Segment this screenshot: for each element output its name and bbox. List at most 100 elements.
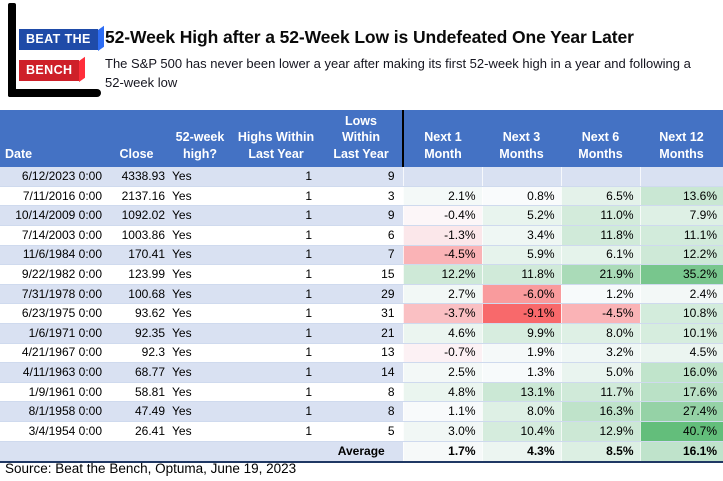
- cell-lows-within: 7: [320, 245, 403, 266]
- table-header: Date Close 52-week high? Highs Within Last …: [0, 110, 723, 167]
- cell-next-6-months: 11.8%: [560, 225, 640, 246]
- cell-lows-within: 3: [320, 186, 403, 207]
- returns-table: Date Close 52-week high? Highs Within Last …: [0, 110, 723, 463]
- cell-next-6-months: 12.9%: [560, 421, 640, 442]
- cell-close: 1092.02: [105, 205, 168, 227]
- cell-close: 170.41: [105, 245, 168, 266]
- cell-highs-within: 1: [232, 186, 320, 207]
- logo-axis-horizontal: [8, 89, 101, 97]
- cell-empty: [105, 441, 168, 463]
- cell-next-3-months: 13.1%: [481, 382, 561, 403]
- cell-date: 3/4/1954 0:00: [0, 421, 105, 442]
- cell-highs-within: 1: [232, 401, 320, 422]
- cell-empty: [232, 441, 320, 463]
- cell-close: 123.99: [105, 264, 168, 285]
- cell-next-12-months: 10.1%: [639, 323, 723, 344]
- cell-date: 4/21/1967 0:00: [0, 343, 105, 364]
- cell-next-12-months: 17.6%: [639, 382, 723, 403]
- table-row: 1/9/1961 0:00 58.81 Yes 1 8 4.8% 13.1% 11.7% 17.…: [0, 382, 723, 403]
- table-row: 1/6/1971 0:00 92.35 Yes 1 21 4.6% 9.9% 8.0% 10.1…: [0, 323, 723, 344]
- table-body: 6/12/2023 0:00 4338.93 Yes 1 9 7/11/2016 0:00…: [0, 166, 723, 463]
- table-row: 10/14/2009 0:00 1092.02 Yes 1 9 -0.4% 5.2% 11.0…: [0, 205, 723, 227]
- cell-lows-within: 21: [320, 323, 403, 344]
- cell-next-6-months: 6.5%: [560, 186, 640, 207]
- cell-next-6-months: 11.0%: [560, 205, 640, 227]
- cell-next-1-month: 12.2%: [402, 264, 482, 285]
- average-row: Average 1.7% 4.3% 8.5% 16.1%: [0, 441, 723, 463]
- cell-high: Yes: [168, 166, 232, 187]
- cell-next-3-months: -9.1%: [481, 303, 561, 324]
- cell-next-6-months: -4.5%: [560, 303, 640, 324]
- cell-next-3-months: 5.9%: [481, 245, 561, 266]
- cell-highs-within: 1: [232, 225, 320, 246]
- cell-highs-within: 1: [232, 303, 320, 324]
- cell-next-3-months: [481, 166, 561, 187]
- cell-next-6-months: 11.7%: [560, 382, 640, 403]
- table-row: 7/11/2016 0:00 2137.16 Yes 1 3 2.1% 0.8% 6.5% 13…: [0, 186, 723, 207]
- cell-date: 7/31/1978 0:00: [0, 284, 105, 305]
- column-header: Close: [105, 110, 168, 167]
- cell-next-12-months: 35.2%: [639, 264, 723, 285]
- cell-next-3-months: 5.2%: [481, 205, 561, 227]
- cell-high: Yes: [168, 343, 232, 364]
- average-cell-next-3-months: 4.3%: [481, 441, 561, 463]
- cell-next-3-months: 10.4%: [481, 421, 561, 442]
- cell-highs-within: 1: [232, 362, 320, 383]
- cell-high: Yes: [168, 303, 232, 324]
- cell-high: Yes: [168, 284, 232, 305]
- cell-next-1-month: -0.4%: [402, 205, 482, 227]
- cell-date: 6/12/2023 0:00: [0, 166, 105, 187]
- cell-highs-within: 1: [232, 205, 320, 227]
- page-subtitle: The S&P 500 has never been lower a year …: [105, 56, 691, 90]
- average-cell-next-6-months: 8.5%: [560, 441, 640, 463]
- cell-highs-within: 1: [232, 343, 320, 364]
- cell-next-6-months: 3.2%: [560, 343, 640, 364]
- cell-next-1-month: -1.3%: [402, 225, 482, 246]
- cell-lows-within: 29: [320, 284, 403, 305]
- table-row: 6/12/2023 0:00 4338.93 Yes 1 9: [0, 166, 723, 187]
- cell-lows-within: 8: [320, 401, 403, 422]
- cell-close: 92.3: [105, 343, 168, 364]
- cell-date: 9/22/1982 0:00: [0, 264, 105, 285]
- cell-high: Yes: [168, 225, 232, 246]
- cell-high: Yes: [168, 382, 232, 403]
- cell-high: Yes: [168, 186, 232, 207]
- cell-date: 4/11/1963 0:00: [0, 362, 105, 383]
- average-cell-next-12-months: 16.1%: [639, 441, 723, 463]
- column-header: Next 12 Months: [640, 110, 723, 167]
- cell-next-12-months: 11.1%: [639, 225, 723, 246]
- table-row: 9/22/1982 0:00 123.99 Yes 1 15 12.2% 11.8% 21.9…: [0, 264, 723, 285]
- cell-next-6-months: 1.2%: [560, 284, 640, 305]
- cell-high: Yes: [168, 205, 232, 227]
- cell-next-3-months: 8.0%: [481, 401, 561, 422]
- table-header-row: Date Close 52-week high? Highs Within Last …: [0, 110, 723, 167]
- column-header: Date: [0, 110, 105, 167]
- cell-highs-within: 1: [232, 245, 320, 266]
- cell-next-1-month: -3.7%: [402, 303, 482, 324]
- average-label: Average: [320, 441, 403, 463]
- cell-lows-within: 31: [320, 303, 403, 324]
- cell-next-6-months: 6.1%: [560, 245, 640, 266]
- cell-next-3-months: 1.9%: [481, 343, 561, 364]
- cell-next-6-months: 5.0%: [560, 362, 640, 383]
- column-header: Highs Within Last Year: [232, 110, 320, 167]
- cell-empty: [168, 441, 232, 463]
- cell-empty: [0, 441, 105, 463]
- cell-lows-within: 15: [320, 264, 403, 285]
- cell-next-6-months: 16.3%: [560, 401, 640, 422]
- column-header: Next 6 Months: [561, 110, 640, 167]
- cell-high: Yes: [168, 362, 232, 383]
- cell-next-3-months: 3.4%: [481, 225, 561, 246]
- cell-next-1-month: [402, 166, 482, 187]
- logo-axis-vertical: [8, 3, 16, 97]
- cell-date: 8/1/1958 0:00: [0, 401, 105, 422]
- cell-next-12-months: 12.2%: [639, 245, 723, 266]
- cell-close: 100.68: [105, 284, 168, 305]
- cell-date: 10/14/2009 0:00: [0, 205, 105, 227]
- cell-date: 1/9/1961 0:00: [0, 382, 105, 403]
- cell-next-1-month: 1.1%: [402, 401, 482, 422]
- cell-high: Yes: [168, 323, 232, 344]
- cell-high: Yes: [168, 401, 232, 422]
- table-row: 7/31/1978 0:00 100.68 Yes 1 29 2.7% -6.0% 1.2% 2…: [0, 284, 723, 305]
- cell-next-1-month: 2.7%: [402, 284, 482, 305]
